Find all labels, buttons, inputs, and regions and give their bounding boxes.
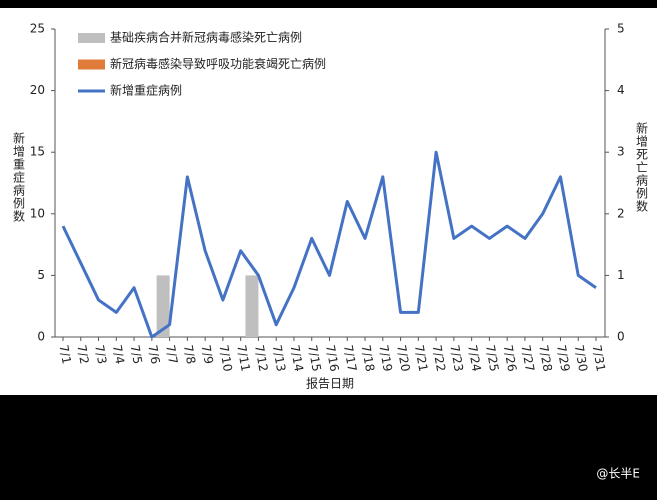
bar bbox=[245, 275, 259, 337]
y2-tick-label: 3 bbox=[617, 145, 625, 159]
y2-tick-label: 5 bbox=[617, 22, 625, 36]
x-tick-label: 7/5 bbox=[128, 344, 145, 365]
watermark: @长半E bbox=[596, 467, 640, 481]
y2-tick-label: 4 bbox=[617, 83, 625, 97]
bar bbox=[156, 275, 170, 337]
legend-swatch bbox=[78, 33, 105, 43]
x-tick-label: 7/22 bbox=[430, 344, 448, 373]
y-tick-label: 20 bbox=[30, 83, 45, 97]
x-tick-label: 7/4 bbox=[110, 344, 127, 365]
x-tick-label: 7/23 bbox=[447, 344, 465, 373]
y-tick-label: 25 bbox=[30, 22, 45, 36]
y-tick-label: 5 bbox=[37, 268, 45, 282]
y2-tick-label: 2 bbox=[617, 206, 625, 220]
x-tick-label: 7/11 bbox=[234, 344, 252, 373]
x-tick-label: 7/9 bbox=[199, 344, 216, 365]
x-tick-label: 7/16 bbox=[323, 344, 341, 373]
x-axis-label: 报告日期 bbox=[306, 376, 354, 391]
x-tick-label: 7/18 bbox=[359, 344, 377, 373]
x-tick-label: 7/27 bbox=[519, 344, 537, 373]
line bbox=[61, 150, 597, 339]
x-tick-label: 7/26 bbox=[501, 344, 519, 373]
x-tick-label: 7/29 bbox=[554, 344, 572, 373]
x-tick-label: 7/14 bbox=[288, 344, 306, 373]
legend-label: 新增重症病例 bbox=[110, 83, 182, 98]
x-tick-label: 7/24 bbox=[465, 344, 483, 373]
y-tick-label: 15 bbox=[30, 145, 45, 159]
x-tick-label: 7/25 bbox=[483, 344, 501, 373]
x-tick-label: 7/13 bbox=[270, 344, 288, 373]
x-tick-label: 7/19 bbox=[376, 344, 394, 373]
x-tick-label: 7/1 bbox=[57, 344, 74, 365]
legend-label: 新冠病毒感染导致呼吸功能衰竭死亡病例 bbox=[110, 56, 326, 71]
x-tick-label: 7/7 bbox=[163, 344, 180, 365]
x-tick-label: 7/20 bbox=[394, 344, 412, 373]
x-tick-label: 7/12 bbox=[252, 344, 270, 373]
x-tick-label: 7/2 bbox=[74, 344, 91, 365]
y2-axis-label: 新增死亡病例数 bbox=[635, 121, 649, 213]
y2-tick-label: 0 bbox=[617, 330, 625, 344]
y-tick-label: 10 bbox=[30, 206, 45, 220]
y-axis-label: 新增重症病例数 bbox=[12, 131, 26, 223]
x-tick-label: 7/8 bbox=[181, 344, 198, 365]
legend-swatch bbox=[78, 59, 105, 70]
x-tick-label: 7/3 bbox=[92, 344, 109, 365]
x-tick-label: 7/17 bbox=[341, 344, 359, 373]
y2-tick-label: 1 bbox=[617, 268, 625, 282]
x-tick-label: 7/28 bbox=[536, 344, 554, 373]
y-tick-label: 0 bbox=[37, 330, 45, 344]
legend-label: 基础疾病合并新冠病毒感染死亡病例 bbox=[110, 30, 302, 45]
x-tick-label: 7/10 bbox=[216, 344, 234, 373]
x-tick-label: 7/6 bbox=[145, 344, 162, 365]
x-tick-label: 7/31 bbox=[590, 344, 608, 373]
x-tick-label: 7/15 bbox=[305, 344, 323, 373]
x-tick-label: 7/21 bbox=[412, 344, 430, 373]
x-tick-label: 7/30 bbox=[572, 344, 590, 373]
